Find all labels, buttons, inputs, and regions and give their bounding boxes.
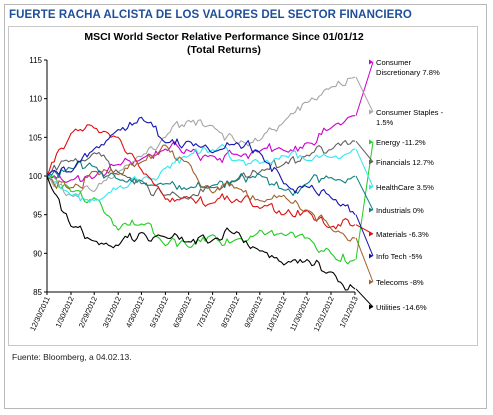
series-line (46, 144, 356, 242)
x-tick-label: 2/29/2012 (77, 295, 99, 329)
x-tick-label: 3/31/2012 (101, 295, 123, 329)
legend-arrow (369, 279, 373, 285)
series-line (46, 140, 356, 200)
legend-arrow (369, 159, 373, 165)
legend-arrow (369, 139, 373, 145)
legend-label: Consumer (376, 58, 411, 67)
legend-label: Energy -11.2% (376, 138, 426, 147)
legend-arrow (369, 304, 373, 310)
legend-label: Telecoms -8% (376, 278, 424, 287)
legend-label: Consumer Staples - (376, 108, 444, 117)
legend-label: Discretionary 7.8% (376, 68, 440, 77)
y-tick-label: 105 (29, 133, 43, 142)
series-line (46, 175, 356, 291)
y-tick-label: 110 (29, 95, 42, 104)
x-tick-label: 1/30/2012 (54, 295, 76, 329)
legend-leader-line (355, 140, 374, 163)
legend-leader-line (355, 237, 374, 283)
y-tick-label: 100 (29, 172, 43, 181)
series-line (46, 76, 356, 198)
legend-arrow (369, 207, 373, 213)
legend-arrow (369, 109, 373, 115)
x-tick-label: 12/30/2011 (28, 295, 52, 332)
chart-title: MSCI World Sector Relative Performance S… (84, 31, 363, 43)
y-tick-label: 90 (33, 249, 42, 258)
legend-leader-line (355, 76, 374, 113)
x-tick-label: 11/30/2012 (288, 295, 312, 332)
series-lines (46, 76, 356, 291)
legend-label: Industrials 0% (376, 206, 424, 215)
legend-label: Materials -6.3% (376, 230, 429, 239)
legend-leader-line (355, 288, 374, 308)
legend-arrow (369, 184, 373, 190)
x-tick-label: 8/31/2012 (219, 295, 241, 329)
x-tick-label: 5/31/2012 (148, 295, 170, 329)
y-tick-label: 85 (33, 288, 42, 297)
legend-leader-line (355, 175, 374, 211)
series-line (46, 115, 356, 183)
legend-leader-line (355, 61, 374, 116)
legend-label: Info Tech -5% (376, 252, 423, 261)
chart-container: MSCI World Sector Relative Performance S… (8, 26, 478, 346)
source-note: Fuente: Bloomberg, a 04.02.13. (12, 352, 132, 362)
legend-label: HealthCare 3.5% (376, 183, 434, 192)
series-line (46, 160, 356, 196)
legend-arrow (369, 59, 373, 65)
x-tick-label: 1/31/2013 (338, 295, 360, 329)
legend-arrow (369, 253, 373, 259)
x-tick-label: 6/30/2012 (171, 295, 193, 329)
x-tick-label: 4/30/2012 (124, 295, 146, 329)
legend-label: Utilities -14.6% (376, 303, 427, 312)
series-line (46, 143, 356, 203)
series-line (46, 116, 356, 216)
x-tick-label: 10/31/2012 (265, 295, 289, 333)
y-tick-label: 95 (33, 211, 42, 220)
y-tick-label: 115 (29, 56, 42, 65)
legend-arrow (369, 231, 373, 237)
legend-leader-line (355, 214, 374, 257)
legend-label: Financials 12.7% (376, 158, 434, 167)
chart-subtitle: (Total Returns) (187, 44, 261, 56)
x-tick-label: 7/31/2012 (195, 295, 217, 329)
line-chart: MSCI World Sector Relative Performance S… (28, 31, 444, 333)
figure-headline: FUERTE RACHA ALCISTA DE LOS VALORES DEL … (9, 9, 412, 21)
x-tick-label: 12/31/2012 (312, 295, 336, 333)
x-tick-label: 9/30/2012 (242, 295, 264, 329)
legend-label: 1.5% (376, 118, 394, 127)
series-line (46, 124, 356, 230)
legend-leader-line (355, 148, 374, 188)
